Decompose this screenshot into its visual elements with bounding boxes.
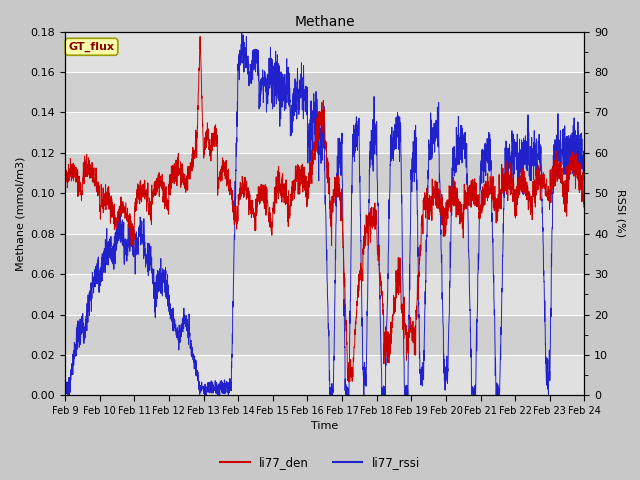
Bar — [65, 355, 584, 396]
Bar — [65, 274, 584, 314]
Text: GT_flux: GT_flux — [68, 42, 115, 52]
Legend: li77_den, li77_rssi: li77_den, li77_rssi — [216, 452, 424, 474]
Title: Methane: Methane — [294, 15, 355, 29]
Bar — [65, 193, 584, 234]
Bar — [65, 32, 584, 72]
Y-axis label: Methane (mmol/m3): Methane (mmol/m3) — [15, 156, 25, 271]
Bar — [65, 112, 584, 153]
X-axis label: Time: Time — [311, 421, 339, 432]
Y-axis label: RSSI (%): RSSI (%) — [615, 190, 625, 238]
